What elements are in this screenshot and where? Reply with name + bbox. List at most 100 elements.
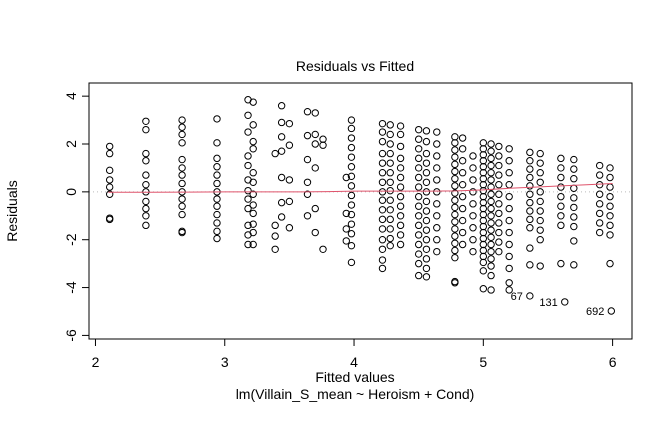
residual-point bbox=[469, 247, 477, 256]
x-tick-label: 3 bbox=[221, 354, 229, 370]
residual-point bbox=[414, 231, 423, 239]
residual-point bbox=[142, 212, 150, 220]
residual-point bbox=[433, 188, 441, 196]
x-tick-label: 2 bbox=[92, 354, 100, 370]
residual-point bbox=[213, 154, 221, 163]
residual-point bbox=[595, 161, 604, 170]
residual-point bbox=[505, 228, 513, 237]
residual-point bbox=[396, 122, 405, 130]
residual-point bbox=[311, 130, 319, 139]
residual-point bbox=[378, 159, 387, 167]
residual-point bbox=[495, 247, 503, 256]
residual-point bbox=[495, 238, 503, 246]
residual-point bbox=[378, 245, 387, 253]
residual-point bbox=[557, 192, 565, 201]
chart-title: Residuals vs Fitted bbox=[296, 58, 414, 74]
residual-point bbox=[347, 134, 356, 142]
residual-point bbox=[487, 219, 495, 227]
residual-point bbox=[458, 134, 467, 142]
y-tick-label: 4 bbox=[63, 92, 79, 100]
residual-point bbox=[422, 188, 431, 196]
residual-point bbox=[487, 212, 495, 220]
residual-point bbox=[433, 200, 441, 208]
residual-point bbox=[347, 201, 356, 209]
residual-point bbox=[244, 152, 252, 160]
residual-point bbox=[557, 164, 565, 172]
residual-point bbox=[386, 234, 394, 243]
residual-point bbox=[606, 164, 614, 172]
residual-point bbox=[433, 164, 441, 172]
residual-point bbox=[311, 109, 319, 117]
residual-point bbox=[451, 139, 459, 147]
residual-point bbox=[479, 151, 488, 159]
residual-point bbox=[422, 127, 431, 135]
residual-point bbox=[433, 224, 441, 232]
residual-point bbox=[285, 224, 294, 232]
residual-point bbox=[213, 227, 221, 236]
residual-point bbox=[451, 160, 459, 169]
residual-point bbox=[487, 154, 495, 163]
residual-point bbox=[319, 141, 327, 149]
residual-point bbox=[606, 183, 614, 191]
residual-point bbox=[570, 175, 578, 183]
residual-point bbox=[347, 172, 356, 181]
residual-point bbox=[105, 183, 114, 191]
residual-point bbox=[142, 204, 150, 213]
residual-point bbox=[451, 210, 459, 219]
residual-point bbox=[606, 202, 614, 210]
residual-point bbox=[536, 159, 544, 167]
residual-point bbox=[178, 130, 186, 139]
residual-point bbox=[595, 228, 604, 237]
residual-point bbox=[495, 171, 503, 179]
residual-point bbox=[505, 180, 513, 189]
residual-point bbox=[422, 149, 431, 158]
residual-point bbox=[570, 184, 578, 192]
residual-point bbox=[479, 180, 488, 189]
residual-point bbox=[495, 209, 503, 218]
residual-point bbox=[271, 232, 279, 240]
residual-point bbox=[105, 176, 114, 184]
lowess-smoother-group bbox=[108, 183, 613, 193]
residual-point bbox=[386, 215, 394, 224]
residual-point bbox=[557, 259, 565, 268]
residual-point bbox=[422, 137, 431, 146]
residual-point bbox=[244, 204, 252, 213]
residual-point bbox=[213, 195, 221, 203]
x-tick-label: 6 bbox=[609, 354, 617, 370]
lowess-smoother-line bbox=[108, 183, 613, 193]
residual-point bbox=[536, 169, 544, 177]
residual-point bbox=[342, 209, 350, 218]
residual-point bbox=[142, 117, 150, 125]
residual-point bbox=[433, 247, 441, 256]
x-tick-label: 5 bbox=[479, 354, 487, 370]
residual-point bbox=[414, 192, 423, 201]
residual-point bbox=[244, 111, 252, 119]
residual-point bbox=[178, 210, 186, 219]
residual-point bbox=[249, 121, 257, 129]
residual-point bbox=[469, 152, 477, 160]
residual-point bbox=[142, 180, 150, 189]
residual-point bbox=[479, 234, 488, 243]
residual-point bbox=[487, 262, 495, 270]
residual-point bbox=[495, 142, 503, 151]
residual-point bbox=[505, 145, 513, 153]
residual-point bbox=[277, 173, 286, 182]
residual-point bbox=[570, 213, 578, 221]
residual-point bbox=[386, 178, 394, 186]
residual-point bbox=[378, 225, 387, 233]
residual-point bbox=[249, 220, 257, 228]
residual-point bbox=[595, 219, 604, 227]
residual-point bbox=[249, 98, 257, 106]
residual-point bbox=[378, 178, 387, 186]
residual-point bbox=[487, 233, 495, 242]
residual-point bbox=[105, 166, 114, 175]
y-tick-label: -4 bbox=[63, 281, 79, 294]
residual-point bbox=[422, 197, 431, 206]
residual-point bbox=[378, 264, 387, 273]
residual-point bbox=[487, 286, 495, 294]
residual-point bbox=[505, 240, 513, 249]
residual-point bbox=[487, 147, 495, 155]
residual-point bbox=[414, 212, 423, 220]
residual-point bbox=[451, 246, 459, 255]
residual-point bbox=[285, 141, 294, 149]
